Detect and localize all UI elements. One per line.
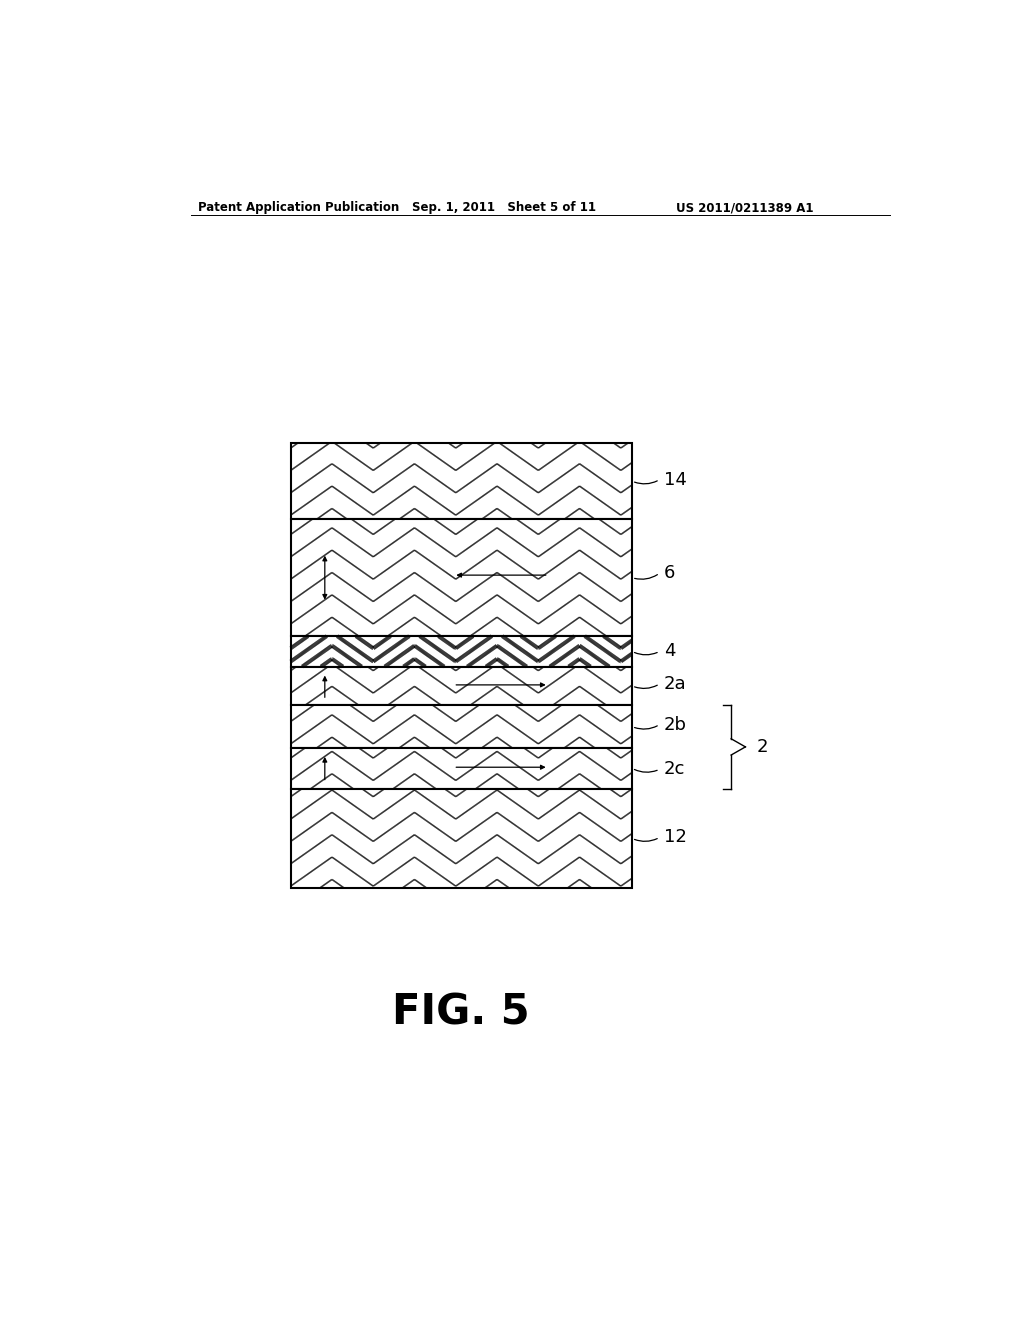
Bar [291, 667, 632, 705]
Bar [291, 636, 632, 667]
Text: Sep. 1, 2011   Sheet 5 of 11: Sep. 1, 2011 Sheet 5 of 11 [412, 201, 596, 214]
Bar [291, 519, 632, 636]
Text: 2a: 2a [664, 675, 686, 693]
Text: 12: 12 [664, 829, 686, 846]
Bar [291, 705, 632, 748]
Text: Patent Application Publication: Patent Application Publication [198, 201, 399, 214]
Bar [291, 748, 632, 788]
Text: FIG. 5: FIG. 5 [392, 991, 530, 1034]
Text: 2b: 2b [664, 715, 687, 734]
Text: 14: 14 [664, 471, 686, 488]
Text: 2c: 2c [664, 760, 685, 779]
Bar [291, 788, 632, 888]
Text: 4: 4 [664, 643, 675, 660]
Text: 6: 6 [664, 564, 675, 582]
Text: US 2011/0211389 A1: US 2011/0211389 A1 [676, 201, 813, 214]
Text: 2: 2 [757, 738, 768, 756]
Bar [291, 444, 632, 519]
